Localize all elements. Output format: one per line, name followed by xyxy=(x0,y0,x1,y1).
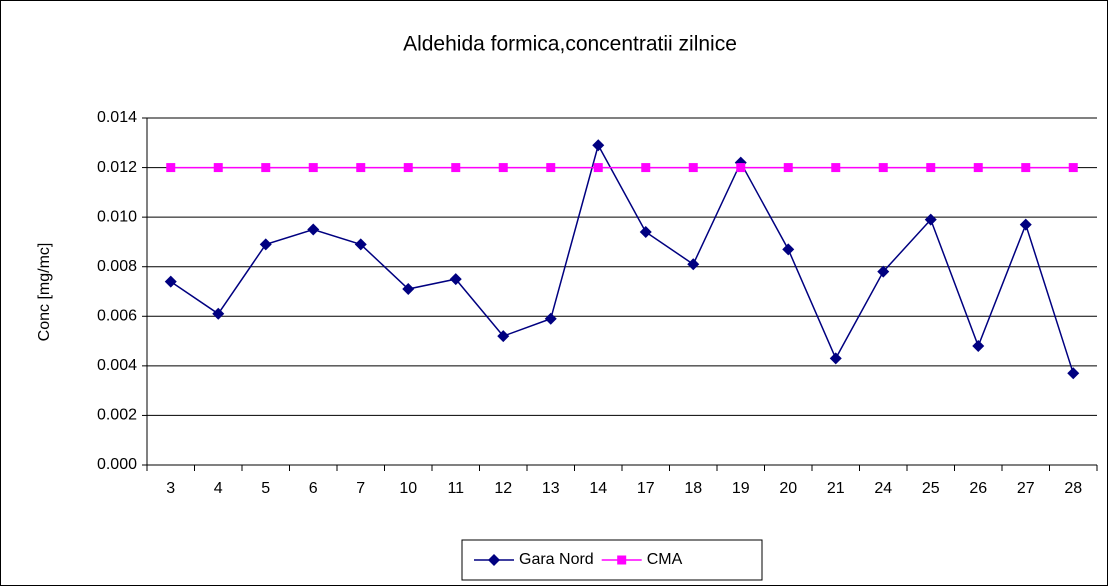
point xyxy=(307,223,320,236)
point xyxy=(973,163,983,173)
point xyxy=(592,139,605,152)
y-tick-label: 0.004 xyxy=(97,357,137,374)
point xyxy=(593,163,603,173)
y-axis-label: Conc [mg/mc] xyxy=(36,243,53,342)
x-tick-label: 24 xyxy=(874,480,892,497)
point xyxy=(213,163,223,173)
x-tick-label: 13 xyxy=(542,480,560,497)
x-tick-label: 18 xyxy=(684,480,702,497)
x-tick-label: 10 xyxy=(399,480,417,497)
y-tick-label: 0.012 xyxy=(97,159,137,176)
x-tick-label: 25 xyxy=(922,480,940,497)
point xyxy=(688,163,698,173)
point xyxy=(497,330,510,343)
point xyxy=(829,352,842,365)
point xyxy=(1019,218,1032,231)
x-tick-label: 27 xyxy=(1017,480,1035,497)
point xyxy=(878,163,888,173)
point xyxy=(639,226,652,239)
x-tick-label: 19 xyxy=(732,480,750,497)
point xyxy=(403,163,413,173)
series-line xyxy=(170,143,1074,374)
point xyxy=(544,312,557,325)
point xyxy=(451,163,461,173)
point xyxy=(1068,163,1078,173)
point xyxy=(877,265,890,278)
x-tick-label: 28 xyxy=(1064,480,1082,497)
point xyxy=(783,163,793,173)
point xyxy=(926,163,936,173)
x-tick-label: 14 xyxy=(589,480,607,497)
legend-marker xyxy=(488,554,500,566)
point xyxy=(449,273,462,286)
point xyxy=(736,163,746,173)
point xyxy=(924,213,937,226)
point xyxy=(212,307,225,320)
x-tick-label: 4 xyxy=(214,480,223,497)
y-tick-label: 0.014 xyxy=(97,109,137,126)
point xyxy=(972,340,985,353)
x-tick-label: 3 xyxy=(166,480,175,497)
x-tick-label: 5 xyxy=(261,480,270,497)
point xyxy=(641,163,651,173)
x-tick-label: 17 xyxy=(637,480,655,497)
y-tick-label: 0.000 xyxy=(97,456,137,473)
x-tick-label: 12 xyxy=(494,480,512,497)
chart-title: Aldehida formica,concentratii zilnice xyxy=(403,33,737,56)
legend-marker xyxy=(617,555,627,565)
legend-label: Gara Nord xyxy=(519,551,594,568)
x-tick-label: 20 xyxy=(779,480,797,497)
y-tick-label: 0.002 xyxy=(97,407,137,424)
legend-label: CMA xyxy=(647,551,683,568)
point xyxy=(261,163,271,173)
y-tick-label: 0.006 xyxy=(97,308,137,325)
point xyxy=(356,163,366,173)
point xyxy=(259,238,272,251)
point xyxy=(687,258,700,271)
x-tick-label: 7 xyxy=(356,480,365,497)
point xyxy=(782,243,795,256)
point xyxy=(1067,367,1080,380)
x-tick-label: 21 xyxy=(827,480,845,497)
point xyxy=(166,163,176,173)
point xyxy=(498,163,508,173)
x-tick-label: 6 xyxy=(309,480,318,497)
x-tick-label: 11 xyxy=(447,480,464,497)
y-tick-label: 0.010 xyxy=(97,208,137,225)
point xyxy=(831,163,841,173)
point xyxy=(164,275,177,288)
point xyxy=(1021,163,1031,173)
point xyxy=(308,163,318,173)
point xyxy=(354,238,367,251)
x-tick-label: 26 xyxy=(969,480,987,497)
point xyxy=(402,283,415,296)
y-tick-label: 0.008 xyxy=(97,258,137,275)
point xyxy=(546,163,556,173)
